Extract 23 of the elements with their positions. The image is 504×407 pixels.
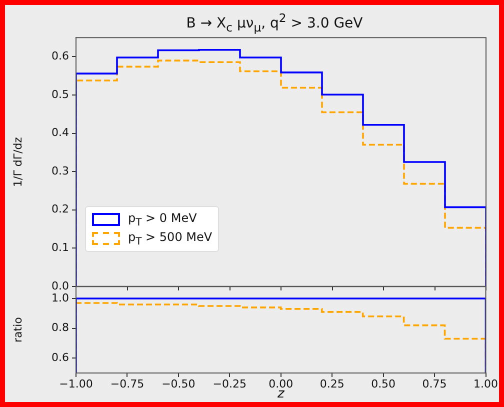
- legend-label: p$_{T}$ > 0 MeV: [128, 210, 197, 228]
- x-tick-label: −0.50: [162, 377, 196, 390]
- x-tick-label: 0.50: [371, 377, 396, 390]
- y-tick-label: 0.2: [52, 202, 69, 216]
- y-tick-label: 0.5: [52, 88, 69, 101]
- x-tick-label: 0.75: [422, 377, 447, 390]
- y-axis-title: 1/Γ dΓ/dz: [11, 136, 24, 187]
- y-tick-label: 0.1: [52, 240, 69, 254]
- x-tick-label: 1.00: [474, 377, 498, 390]
- x-tick-label: −1.00: [59, 377, 93, 390]
- y-tick-label: 0.6: [52, 350, 69, 364]
- x-tick-label: −0.75: [110, 377, 144, 390]
- chart-title: B → X$_{c}$ μν$_{μ}$, q$^{2}$ > 3.0 GeV: [185, 11, 364, 34]
- x-tick-label: 0.25: [320, 377, 344, 390]
- y-tick-label: 0.6: [52, 50, 69, 63]
- y-tick-label: 0.0: [52, 279, 69, 292]
- legend-label: p$_{T}$ > 500 MeV: [128, 230, 212, 248]
- x-tick-label: −0.25: [212, 377, 247, 390]
- y-tick-label: 0.4: [52, 126, 69, 140]
- y-tick-label: 1.0: [52, 291, 69, 304]
- y-tick-label: 0.3: [52, 164, 69, 178]
- y-tick-label: 0.8: [52, 321, 69, 334]
- y-axis-title: ratio: [11, 316, 24, 342]
